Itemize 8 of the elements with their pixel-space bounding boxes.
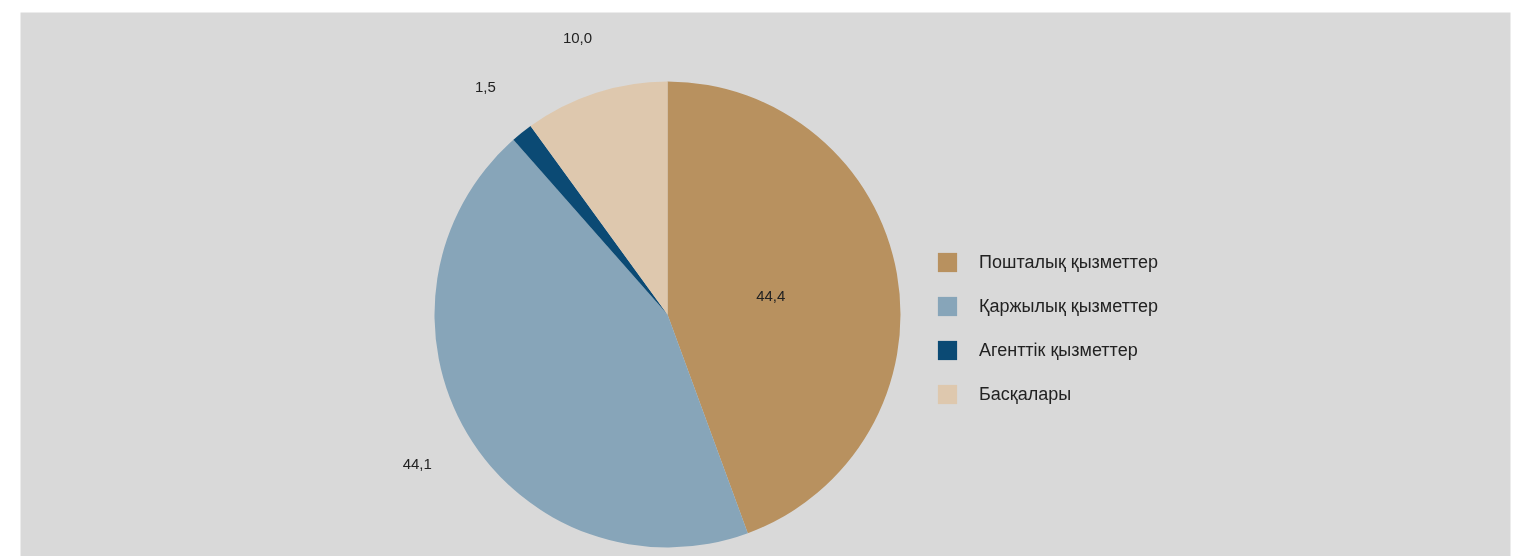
data-label: 44,4 <box>756 287 786 305</box>
legend-label: Агенттік қызметтер <box>979 339 1138 361</box>
legend-label: Қаржылық қызметтер <box>979 295 1158 317</box>
data-label: 1,5 <box>474 78 496 96</box>
legend-label: Пошталық қызметтер <box>979 251 1158 273</box>
legend-label: Басқалары <box>979 383 1072 405</box>
data-label: 44,1 <box>402 454 432 472</box>
data-label: 10,0 <box>562 28 593 46</box>
